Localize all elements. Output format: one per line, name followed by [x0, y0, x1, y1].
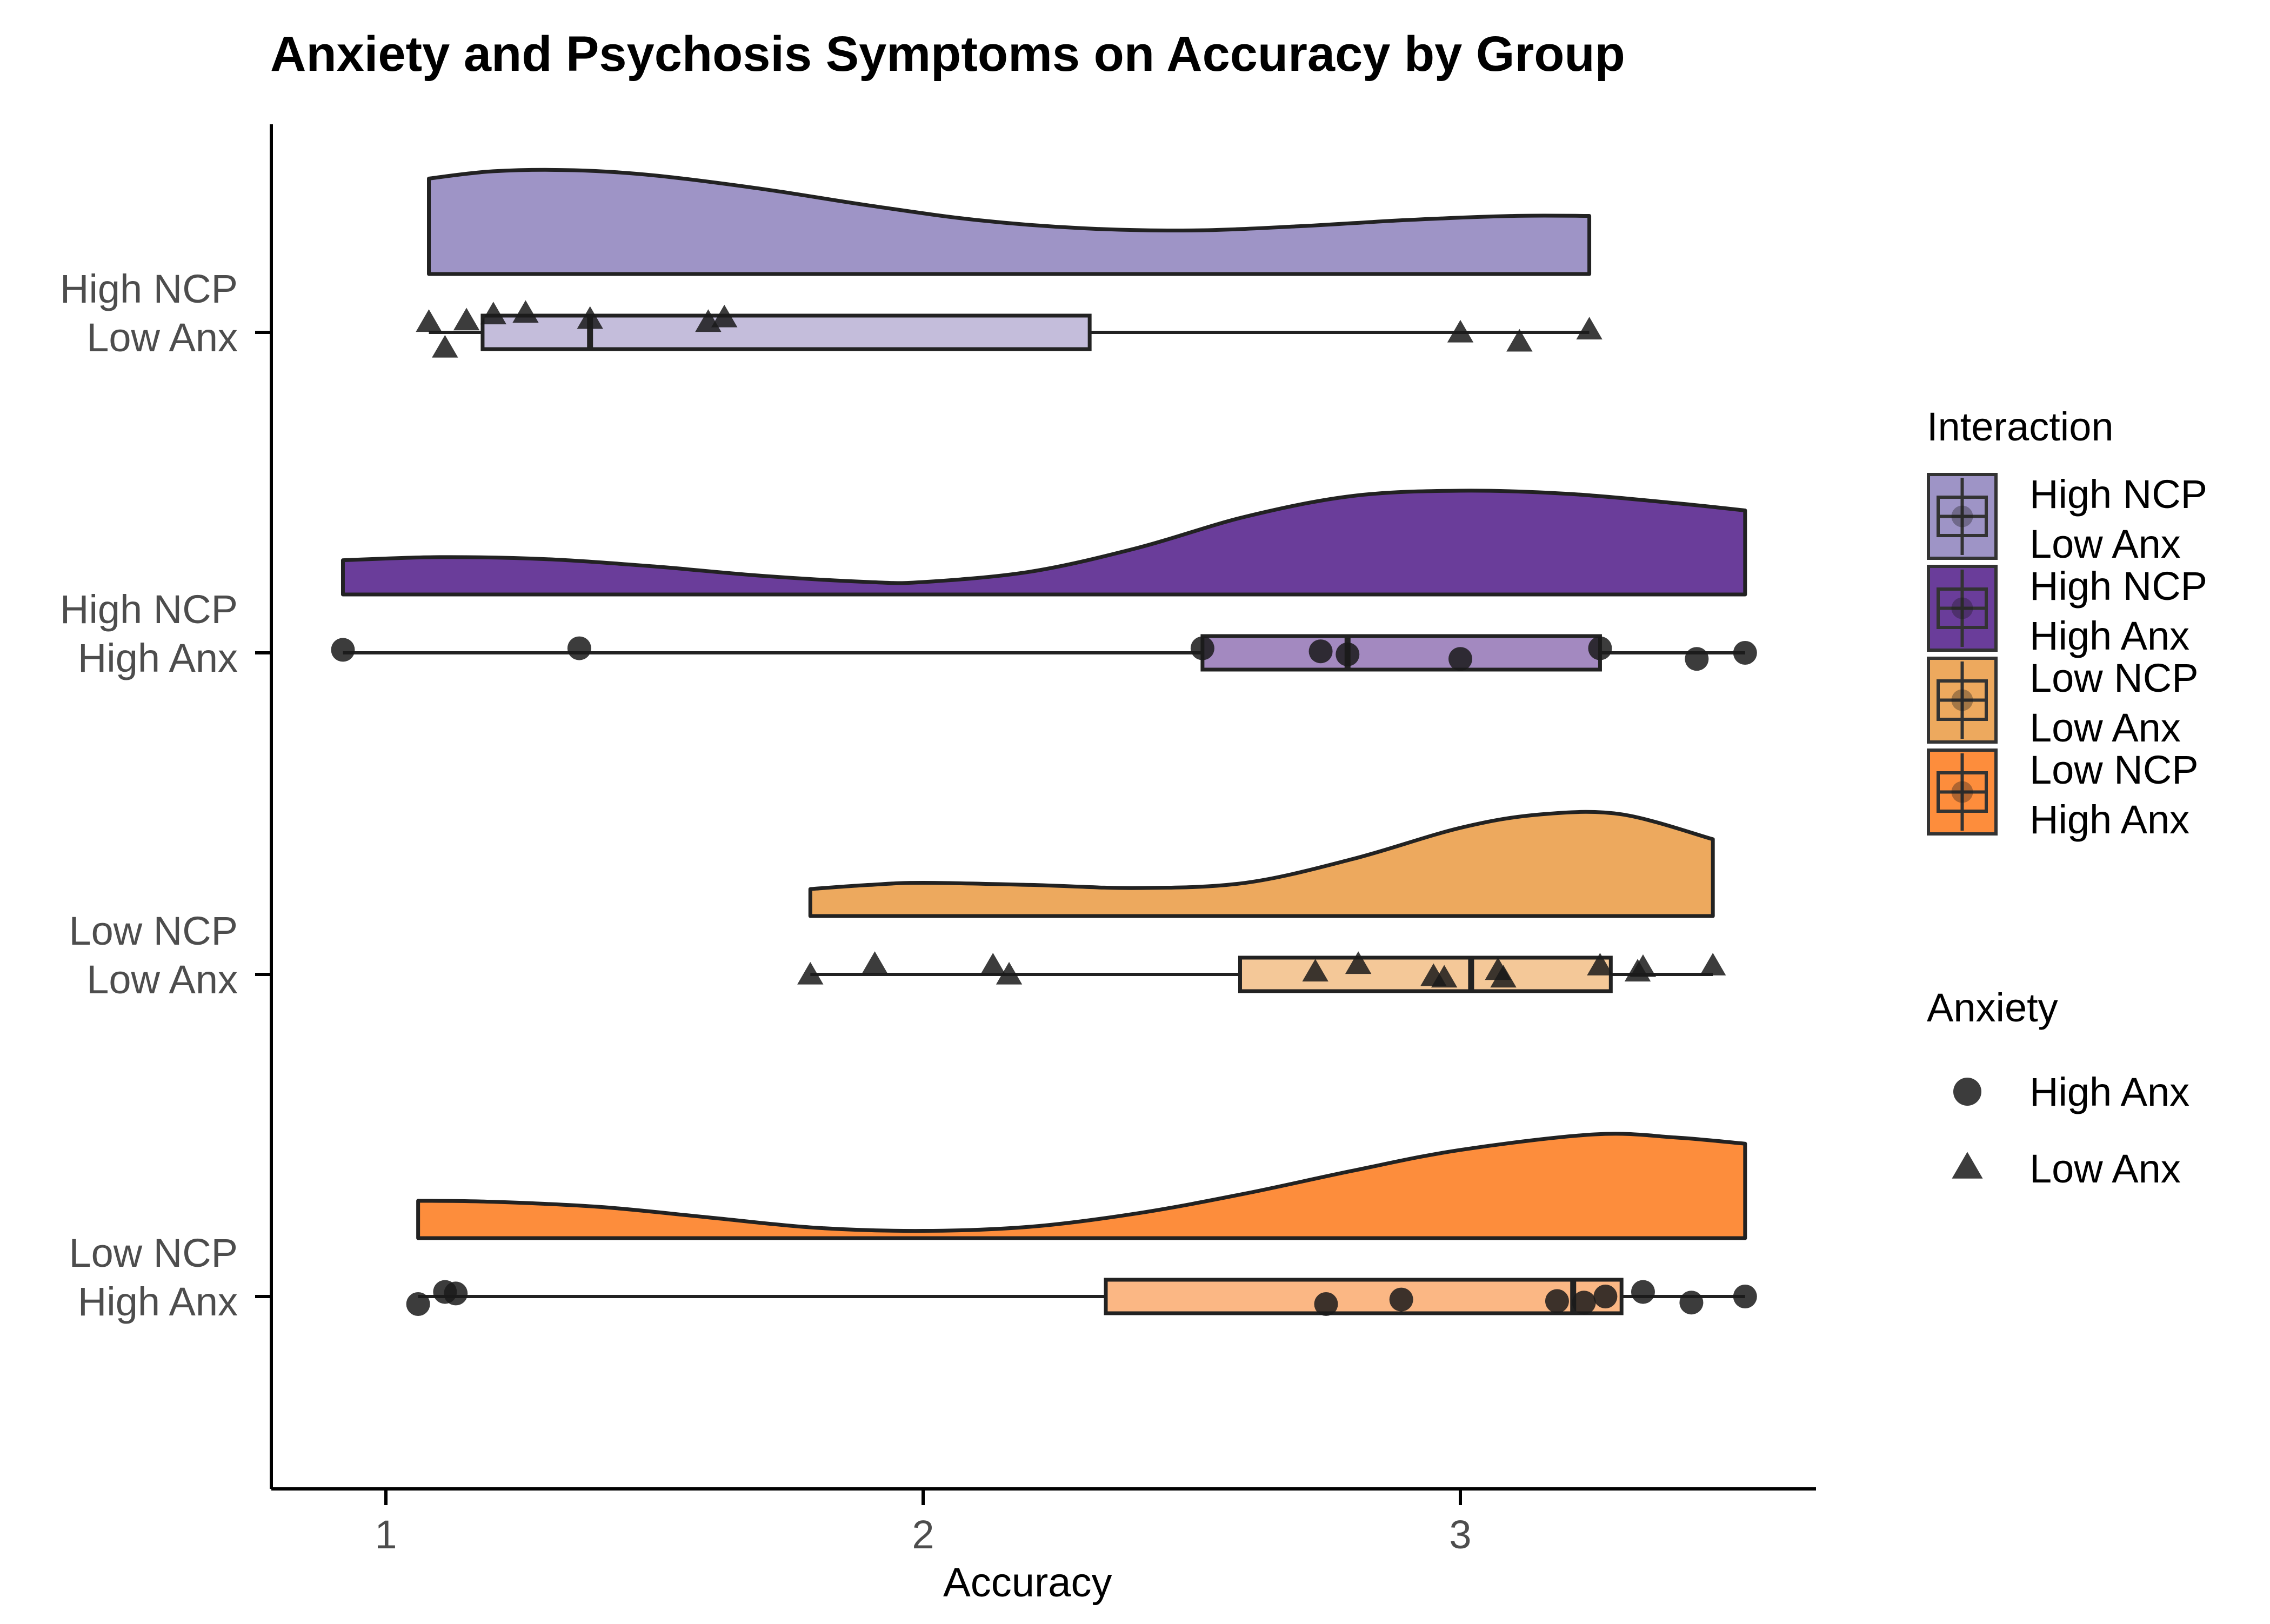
- data-point: [512, 300, 539, 323]
- density-cloud: [427, 168, 1592, 276]
- legend-title-anxiety: Anxiety: [1927, 985, 2058, 1030]
- box: [480, 313, 1092, 351]
- data-point: [416, 309, 442, 332]
- data-point: [480, 302, 506, 325]
- legend-label: High Anx: [2029, 797, 2189, 842]
- legend-anxiety-marker: [1952, 1152, 1983, 1179]
- density-cloud: [416, 1132, 1747, 1240]
- legend-label: Low NCP: [2029, 747, 2199, 792]
- legend-anxiety-marker: [1953, 1078, 1981, 1106]
- y-tick-label: High Anx: [78, 1279, 238, 1324]
- box: [1104, 1278, 1624, 1315]
- data-point: [862, 951, 888, 974]
- legend-key-point: [1951, 597, 1973, 619]
- data-point: [711, 304, 738, 328]
- box: [1200, 634, 1602, 672]
- data-point: [1630, 954, 1657, 977]
- data-point: [444, 1281, 468, 1306]
- density-cloud: [340, 489, 1747, 597]
- y-tick-label: High Anx: [78, 636, 238, 680]
- legend-label: Low NCP: [2029, 656, 2199, 700]
- data-point: [577, 306, 603, 329]
- data-point: [406, 1292, 430, 1316]
- data-point: [1733, 641, 1757, 665]
- data-point: [432, 335, 458, 358]
- y-tick-label: Low NCP: [69, 1231, 238, 1275]
- data-point: [453, 308, 480, 331]
- legend-anxiety-label: Low Anx: [2029, 1146, 2181, 1191]
- chart-title: Anxiety and Psychosis Symptoms on Accura…: [270, 26, 1625, 82]
- x-tick-label: 1: [375, 1512, 397, 1557]
- data-point: [797, 961, 824, 985]
- data-point: [567, 636, 591, 660]
- data-point: [1314, 1292, 1338, 1316]
- data-point: [1699, 953, 1726, 975]
- data-point: [980, 953, 1006, 975]
- x-axis-title: Accuracy: [943, 1560, 1112, 1606]
- legend-label: Low Anx: [2029, 705, 2181, 750]
- legend-title-interaction: Interaction: [1927, 404, 2114, 449]
- data-point: [1448, 647, 1472, 671]
- data-point: [1593, 1285, 1618, 1308]
- y-tick-label: High NCP: [60, 266, 238, 311]
- data-point: [1588, 636, 1612, 660]
- data-point: [1190, 636, 1214, 660]
- y-tick-label: Low NCP: [69, 908, 238, 953]
- data-point: [1679, 1291, 1704, 1315]
- legend-label: High NCP: [2029, 472, 2207, 517]
- data-point: [1572, 1291, 1596, 1315]
- legend-label: High Anx: [2029, 613, 2189, 658]
- legend-key-point: [1951, 505, 1973, 527]
- legend-anxiety-label: High Anx: [2029, 1070, 2189, 1114]
- legend-label: High NCP: [2029, 564, 2207, 609]
- legend-key-point: [1951, 689, 1973, 711]
- data-point: [1302, 959, 1328, 982]
- data-point: [1447, 319, 1474, 343]
- legend-label: Low Anx: [2029, 522, 2181, 566]
- box: [1238, 955, 1613, 993]
- data-point: [331, 638, 355, 662]
- data-point: [1631, 1280, 1655, 1304]
- legend-key-point: [1951, 781, 1973, 803]
- data-point: [1506, 329, 1533, 352]
- y-tick-label: Low Anx: [86, 315, 238, 360]
- density-cloud: [808, 810, 1715, 918]
- data-point: [1336, 642, 1360, 666]
- data-point: [1587, 953, 1613, 975]
- data-point: [1345, 951, 1372, 974]
- y-tick-label: Low Anx: [86, 957, 238, 1002]
- data-point: [1576, 317, 1603, 340]
- x-tick-label: 2: [912, 1512, 934, 1557]
- data-point: [1431, 965, 1458, 988]
- data-point: [1308, 639, 1333, 664]
- data-point: [1545, 1289, 1569, 1313]
- y-tick-label: High NCP: [60, 587, 238, 632]
- x-tick-label: 3: [1449, 1512, 1471, 1557]
- data-point: [1490, 965, 1517, 988]
- data-point: [1733, 1285, 1757, 1308]
- data-point: [996, 961, 1023, 985]
- data-point: [1685, 647, 1709, 671]
- data-point: [1389, 1287, 1413, 1312]
